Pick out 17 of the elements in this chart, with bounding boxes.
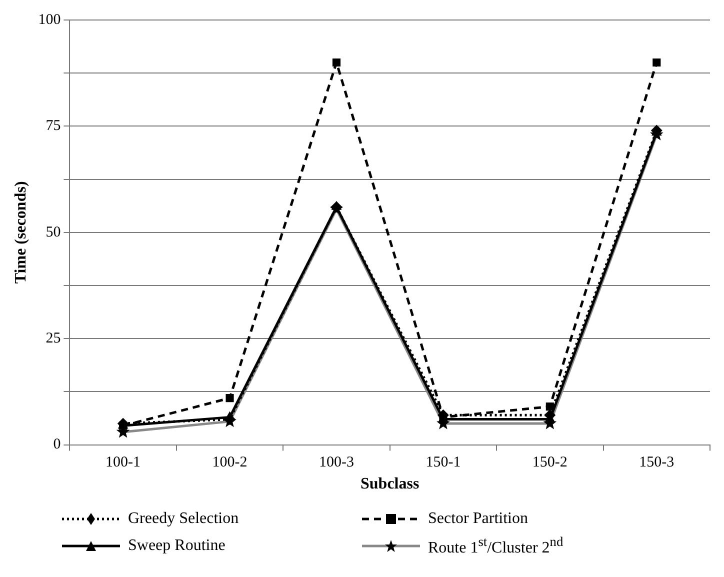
y-tick-label: 50 <box>46 224 61 240</box>
legend-label: Sweep Routine <box>128 536 226 555</box>
legend-label: Route 1$^{st}$/Cluster 2$^{nd}$ <box>428 534 564 558</box>
legend-label: Sector Partition <box>428 510 528 528</box>
x-tick-label: 100-3 <box>318 454 354 471</box>
y-tick-label: 75 <box>46 118 61 134</box>
x-tick-label: 150-2 <box>532 454 568 471</box>
y-axis-title: Time (seconds) <box>12 181 30 284</box>
x-tick-label: 150-1 <box>426 454 461 471</box>
y-tick-label: 100 <box>38 12 61 28</box>
legend-label: Greedy Selection <box>128 510 239 528</box>
x-axis-title: Subclass <box>360 476 420 493</box>
x-tick-label: 100-2 <box>212 454 248 471</box>
x-tick-label: 100-1 <box>106 454 141 471</box>
x-tick-label: 150-3 <box>639 454 674 471</box>
y-tick-label: 25 <box>46 330 61 347</box>
y-tick-label: 0 <box>53 436 61 453</box>
